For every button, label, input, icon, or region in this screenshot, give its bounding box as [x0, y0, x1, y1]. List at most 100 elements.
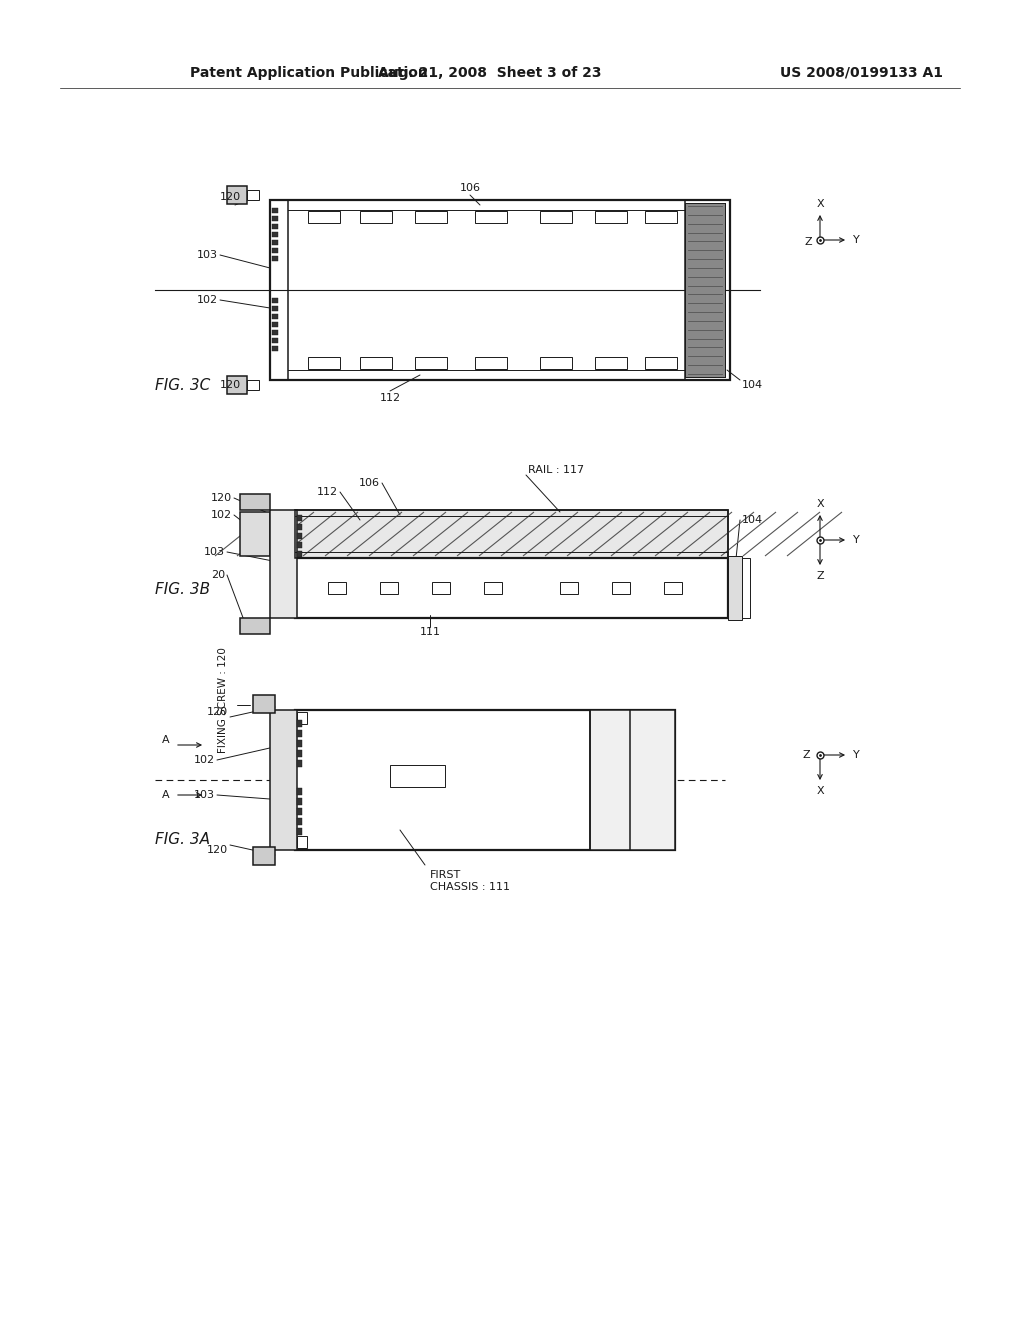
Text: A: A [163, 735, 170, 744]
Bar [227, 186, 247, 205]
Text: 120: 120 [219, 380, 241, 389]
Bar [272, 314, 278, 319]
Bar [297, 719, 302, 727]
Text: 102: 102 [211, 510, 232, 520]
Bar [645, 211, 677, 223]
Text: X: X [816, 199, 824, 209]
Text: X: X [816, 785, 824, 796]
Bar [297, 818, 302, 825]
Bar [272, 306, 278, 312]
Bar [272, 240, 278, 246]
Bar [270, 201, 730, 380]
Text: FIG. 3B: FIG. 3B [155, 582, 210, 598]
Bar [272, 256, 278, 261]
Bar [540, 356, 572, 370]
Bar [415, 356, 447, 370]
Text: US 2008/0199133 A1: US 2008/0199133 A1 [780, 66, 943, 81]
Bar [742, 558, 750, 618]
Bar [272, 248, 278, 253]
Bar [645, 356, 677, 370]
Bar [595, 211, 627, 223]
Bar [308, 211, 340, 223]
Bar [380, 582, 398, 594]
Text: 111: 111 [420, 627, 440, 638]
Text: 112: 112 [316, 487, 338, 498]
Bar [390, 766, 445, 787]
Bar [415, 211, 447, 223]
Bar [590, 710, 675, 850]
Text: 20: 20 [211, 570, 225, 579]
Bar [272, 209, 278, 213]
Bar [253, 847, 275, 865]
Bar [297, 836, 307, 847]
Bar [247, 190, 259, 201]
Bar [297, 750, 302, 756]
Bar [297, 515, 302, 521]
Text: Z: Z [803, 750, 810, 760]
Bar [595, 356, 627, 370]
Bar [297, 711, 307, 723]
Text: 103: 103 [194, 789, 215, 800]
Text: 106: 106 [460, 183, 480, 193]
Bar [484, 582, 502, 594]
Bar [240, 618, 270, 634]
Bar [475, 356, 507, 370]
Bar [270, 510, 297, 618]
Bar [227, 376, 247, 393]
Bar [295, 710, 675, 850]
Bar [240, 512, 270, 556]
Text: 104: 104 [742, 380, 763, 389]
Bar [590, 710, 675, 850]
Text: Aug. 21, 2008  Sheet 3 of 23: Aug. 21, 2008 Sheet 3 of 23 [378, 66, 602, 81]
Bar [272, 232, 278, 238]
Text: Z: Z [805, 238, 812, 247]
Text: Z: Z [816, 572, 824, 581]
Text: 120: 120 [211, 492, 232, 503]
Bar [560, 582, 578, 594]
Bar [297, 543, 302, 548]
Bar [272, 224, 278, 228]
Bar [297, 760, 302, 767]
Bar [432, 582, 450, 594]
Bar [253, 696, 275, 713]
Bar [272, 298, 278, 304]
Bar [328, 582, 346, 594]
Bar [297, 741, 302, 747]
Bar [360, 356, 392, 370]
Text: Y: Y [853, 750, 859, 760]
Bar [297, 550, 302, 557]
Bar [240, 494, 270, 510]
Bar [295, 510, 728, 558]
Bar [247, 380, 259, 389]
Bar [297, 799, 302, 805]
Bar [475, 211, 507, 223]
Bar [295, 510, 728, 558]
Bar [728, 556, 742, 620]
Bar [295, 558, 728, 618]
Bar [272, 330, 278, 335]
Text: Patent Application Publication: Patent Application Publication [190, 66, 428, 81]
Text: RAIL : 117: RAIL : 117 [528, 465, 584, 475]
Bar [540, 211, 572, 223]
Bar [360, 211, 392, 223]
Text: 106: 106 [359, 478, 380, 488]
Text: Y: Y [853, 235, 859, 246]
Bar [272, 322, 278, 327]
Bar [272, 338, 278, 343]
Text: 120: 120 [219, 191, 241, 202]
Bar [297, 533, 302, 539]
Text: 103: 103 [204, 546, 225, 557]
Bar [272, 216, 278, 220]
Bar [297, 808, 302, 814]
Text: FIG. 3C: FIG. 3C [155, 378, 210, 392]
Text: FIRST
CHASSIS : 111: FIRST CHASSIS : 111 [430, 870, 510, 891]
Bar [297, 524, 302, 531]
Text: 120: 120 [207, 708, 228, 717]
Bar [270, 710, 297, 850]
Bar [297, 788, 302, 795]
Text: 120: 120 [207, 845, 228, 855]
Text: X: X [816, 499, 824, 510]
Text: 112: 112 [380, 393, 400, 403]
Text: 103: 103 [197, 249, 218, 260]
Text: 102: 102 [197, 294, 218, 305]
